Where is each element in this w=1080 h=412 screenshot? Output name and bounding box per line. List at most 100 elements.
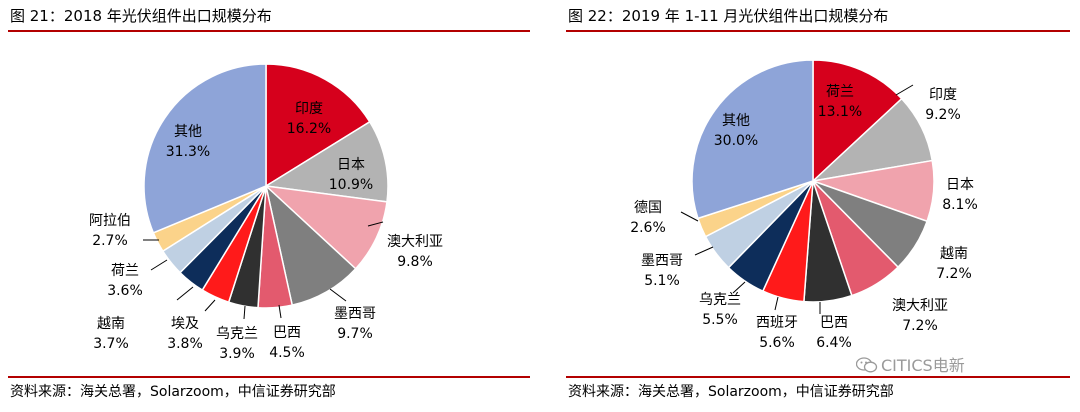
leader-line-slice-8 <box>732 281 746 294</box>
slice-name-label: 阿拉伯 <box>89 213 131 229</box>
leader-line-slice-6 <box>243 305 246 320</box>
slice-value-label: 5.1% <box>644 273 680 289</box>
slice-name-label: 荷兰 <box>826 84 854 100</box>
slice-value-label: 6.4% <box>816 335 852 351</box>
leader-line-slice-9 <box>694 246 714 256</box>
slice-name-label: 巴西 <box>273 325 301 341</box>
pie-slice-1 <box>812 59 903 183</box>
slice-value-label: 5.5% <box>702 312 738 328</box>
data-label-slice-2: 印度 9.2% <box>925 87 961 123</box>
slice-name-label: 其他 <box>722 113 750 129</box>
slice-name-label: 印度 <box>295 101 323 117</box>
slice-name-label: 澳大利亚 <box>387 234 443 250</box>
leader-line-slice-5 <box>278 304 282 319</box>
title-rule <box>566 30 1070 32</box>
slice-name-label: 墨西哥 <box>641 253 683 269</box>
leader-line-slice-7 <box>204 299 216 312</box>
data-label-slice-5: 巴西 4.5% <box>269 325 305 361</box>
pie-slices <box>691 59 935 303</box>
slice-value-label: 8.1% <box>942 197 978 213</box>
slice-name-label: 印度 <box>929 87 957 103</box>
slice-name-label: 德国 <box>634 200 662 216</box>
pie-slices <box>143 63 389 309</box>
slice-value-label: 9.2% <box>925 107 961 123</box>
slice-name-label: 越南 <box>97 316 125 332</box>
slice-name-label: 墨西哥 <box>334 306 376 322</box>
data-label-slice-9: 墨西哥 5.1% <box>641 253 683 289</box>
data-label-slice-8: 越南 3.7% <box>93 316 129 352</box>
leader-line-slice-3 <box>367 221 384 227</box>
slice-name-label: 乌克兰 <box>699 292 741 308</box>
data-label-slice-4: 墨西哥 9.7% <box>334 306 376 342</box>
slice-value-label: 2.7% <box>92 233 128 249</box>
slice-value-label: 13.1% <box>818 104 862 120</box>
chart-panel-2019: 图 22：2019 年 1-11 月光伏组件出口规模分布 荷兰 13.1% 印度 9.… <box>558 0 1080 412</box>
chart-panel-2018: 图 21：2018 年光伏组件出口规模分布 印度 16.2% 日本 10.9% 澳大利亚… <box>8 7 530 400</box>
data-label-slice-10: 德国 2.6% <box>630 200 666 236</box>
slice-value-label: 9.7% <box>337 326 373 342</box>
slice-value-label: 7.2% <box>902 318 938 334</box>
chart-title: 图 22：2019 年 1-11 月光伏组件出口规模分布 <box>568 7 889 25</box>
data-label-slice-11: 其他 31.3% <box>166 124 210 160</box>
leader-line-slice-2 <box>895 84 914 96</box>
slice-name-label: 日本 <box>337 157 365 173</box>
source-note: 资料来源：海关总署，Solarzoom，中信证券研究部 <box>10 384 336 400</box>
source-rule <box>8 376 530 378</box>
data-label-slice-7: 西班牙 5.6% <box>756 315 798 351</box>
data-label-slice-5: 澳大利亚 7.2% <box>892 298 948 334</box>
slice-value-label: 31.3% <box>166 144 210 160</box>
chart-title: 图 21：2018 年光伏组件出口规模分布 <box>10 7 272 25</box>
slice-value-label: 3.7% <box>93 336 129 352</box>
source-rule <box>566 376 1070 378</box>
leader-line-slice-10 <box>680 211 699 222</box>
slice-name-label: 埃及 <box>171 316 199 332</box>
slice-name-label: 西班牙 <box>756 315 798 331</box>
data-label-slice-11: 其他 30.0% <box>714 113 758 149</box>
pie-slice-2 <box>263 120 389 203</box>
data-label-slice-3: 日本 8.1% <box>942 177 978 213</box>
slice-value-label: 5.6% <box>759 335 795 351</box>
slice-name-label: 其他 <box>174 124 202 140</box>
data-label-slice-1: 印度 16.2% <box>287 101 331 137</box>
leader-line-slice-4 <box>329 288 347 302</box>
pie-slice-3 <box>263 184 388 270</box>
data-label-slice-2: 日本 10.9% <box>329 157 373 193</box>
slice-name-label: 乌克兰 <box>216 326 258 342</box>
data-label-slice-1: 荷兰 13.1% <box>818 84 862 120</box>
pie-slice-11 <box>143 63 267 234</box>
pie-slice-11 <box>691 59 814 220</box>
slice-value-label: 4.5% <box>269 345 305 361</box>
slice-value-label: 9.8% <box>397 254 433 270</box>
data-label-slice-4: 越南 7.2% <box>936 246 972 282</box>
source-note: 资料来源：海关总署，Solarzoom，中信证券研究部 <box>568 384 894 400</box>
pie-slice-1 <box>265 63 371 188</box>
wechat-icon <box>856 357 878 373</box>
slice-name-label: 巴西 <box>820 315 848 331</box>
watermark: CITICS电新 <box>856 352 965 376</box>
slice-value-label: 30.0% <box>714 133 758 149</box>
slice-value-label: 3.8% <box>167 336 203 352</box>
pie-chart-2019: 荷兰 13.1% 印度 9.2% 日本 8.1% 越南 7.2% 澳大利亚 7.2% 巴西 6.4% 西… <box>630 59 978 351</box>
leader-line-slice-8 <box>176 286 194 301</box>
pie-slice-4 <box>264 183 357 307</box>
data-label-slice-8: 乌克兰 5.5% <box>699 292 741 328</box>
slice-name-label: 越南 <box>940 246 968 262</box>
pie-chart-2018: 印度 16.2% 日本 10.9% 澳大利亚 9.8% 墨西哥 9.7% 巴西 4.5% 乌克兰 3.… <box>89 63 443 362</box>
slice-value-label: 7.2% <box>936 266 972 282</box>
watermark-text: CITICS电新 <box>881 356 965 375</box>
data-label-slice-7: 埃及 3.8% <box>167 316 203 352</box>
data-label-slice-6: 乌克兰 3.9% <box>216 326 258 362</box>
data-label-slice-3: 澳大利亚 9.8% <box>387 234 443 270</box>
slice-name-label: 澳大利亚 <box>892 298 948 314</box>
data-label-slice-10: 阿拉伯 2.7% <box>89 213 131 249</box>
leader-line-slice-9 <box>150 259 168 271</box>
data-label-slice-6: 巴西 6.4% <box>816 315 852 351</box>
slice-name-label: 荷兰 <box>111 263 139 279</box>
leader-line-slice-7 <box>774 296 779 311</box>
slice-value-label: 10.9% <box>329 177 373 193</box>
slice-value-label: 3.9% <box>219 346 255 362</box>
slice-value-label: 3.6% <box>107 283 143 299</box>
title-rule <box>8 30 530 32</box>
data-label-slice-9: 荷兰 3.6% <box>107 263 143 299</box>
slice-name-label: 日本 <box>946 177 974 193</box>
